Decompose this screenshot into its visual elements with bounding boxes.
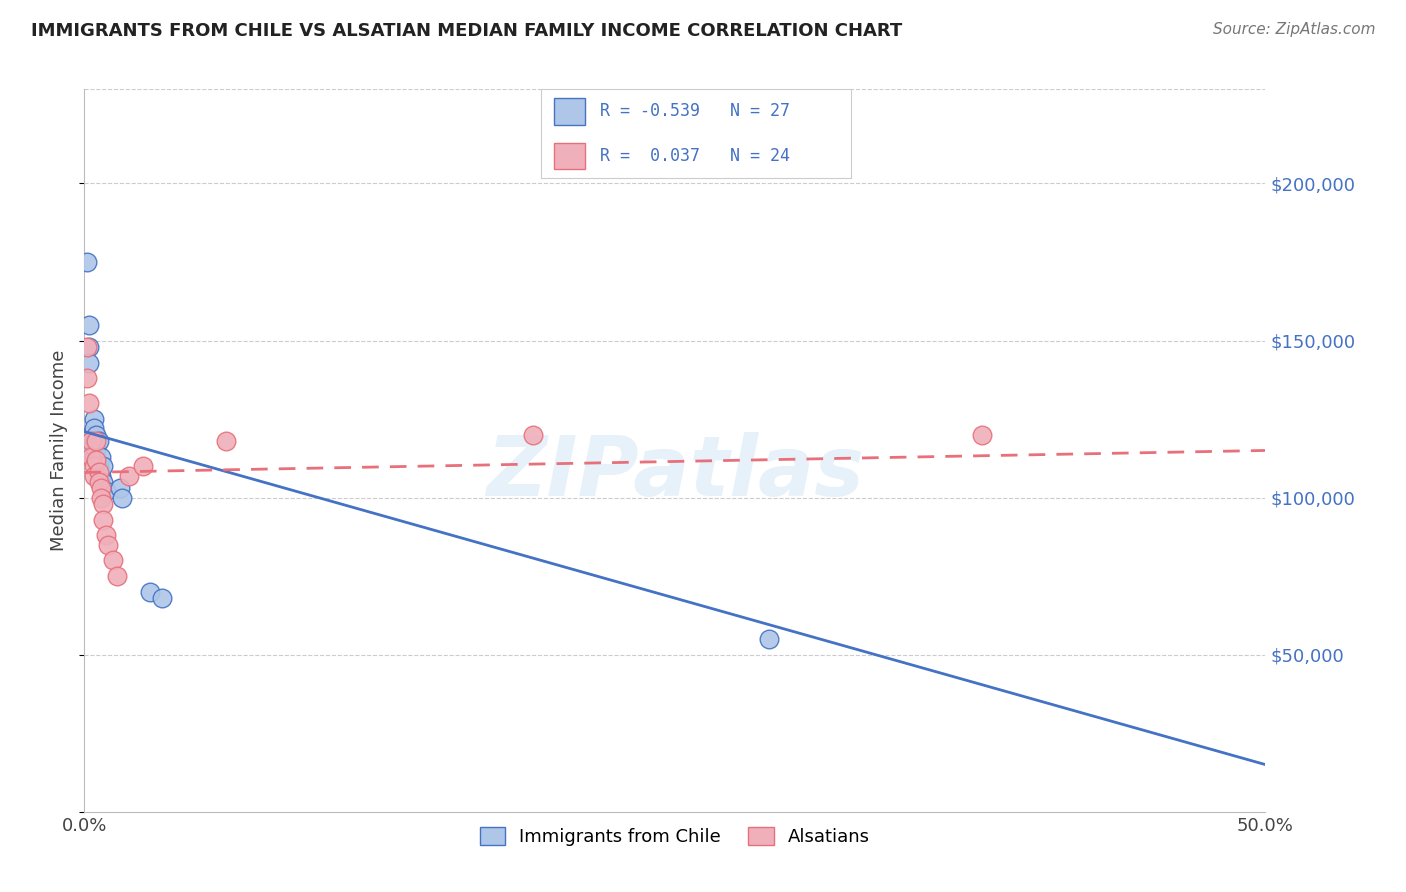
Point xyxy=(84,443,107,458)
Point xyxy=(77,396,100,410)
Point xyxy=(87,459,110,474)
Text: R =  0.037   N = 24: R = 0.037 N = 24 xyxy=(600,147,790,165)
Point xyxy=(118,468,141,483)
Point xyxy=(83,434,105,448)
Point xyxy=(90,468,112,483)
Point xyxy=(522,427,544,442)
Point xyxy=(80,450,103,464)
Point xyxy=(94,484,117,499)
Point xyxy=(87,466,110,480)
Bar xyxy=(554,98,585,125)
Point xyxy=(80,434,103,448)
Point xyxy=(84,453,107,467)
Point xyxy=(91,512,114,526)
Point xyxy=(111,491,134,505)
Text: ZIPatlas: ZIPatlas xyxy=(486,432,863,513)
Text: IMMIGRANTS FROM CHILE VS ALSATIAN MEDIAN FAMILY INCOME CORRELATION CHART: IMMIGRANTS FROM CHILE VS ALSATIAN MEDIAN… xyxy=(31,22,903,40)
Text: Source: ZipAtlas.com: Source: ZipAtlas.com xyxy=(1212,22,1375,37)
Point xyxy=(84,453,107,467)
Point xyxy=(83,468,105,483)
Point xyxy=(108,481,131,495)
Point xyxy=(758,632,780,646)
Point xyxy=(87,466,110,480)
Legend: Immigrants from Chile, Alsatians: Immigrants from Chile, Alsatians xyxy=(472,820,877,854)
Point xyxy=(90,450,112,464)
Text: R = -0.539   N = 27: R = -0.539 N = 27 xyxy=(600,103,790,120)
Point xyxy=(97,538,120,552)
Point xyxy=(77,318,100,332)
Point xyxy=(83,450,105,464)
Point xyxy=(91,459,114,474)
Point xyxy=(90,481,112,495)
Point xyxy=(150,591,173,606)
Point xyxy=(83,412,105,426)
Point xyxy=(83,459,105,474)
Point xyxy=(970,427,993,442)
Point xyxy=(90,491,112,505)
Bar xyxy=(554,143,585,169)
Point xyxy=(94,528,117,542)
Point xyxy=(77,340,100,354)
Point xyxy=(132,459,155,474)
Point xyxy=(107,569,129,583)
Point xyxy=(139,584,162,599)
Point xyxy=(215,434,238,448)
Point xyxy=(76,255,98,269)
Point xyxy=(80,434,103,448)
Point xyxy=(76,371,98,385)
Point xyxy=(84,427,107,442)
Point xyxy=(87,475,110,489)
Point xyxy=(76,340,98,354)
Point xyxy=(91,497,114,511)
Point xyxy=(87,434,110,448)
Point xyxy=(83,421,105,435)
Point xyxy=(101,553,124,567)
Point xyxy=(80,427,103,442)
Y-axis label: Median Family Income: Median Family Income xyxy=(51,350,69,551)
Point xyxy=(84,434,107,448)
Point xyxy=(80,443,103,458)
Point xyxy=(77,355,100,369)
Point xyxy=(91,475,114,489)
